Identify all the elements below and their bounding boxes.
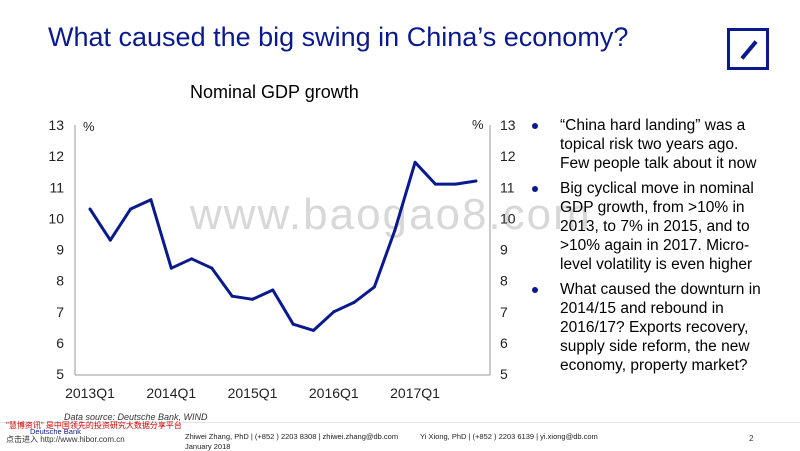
bullet-list: “China hard landing” was a topical risk … (532, 116, 768, 381)
y-tick-left: 9 (56, 242, 64, 258)
y-tick-left: 8 (56, 273, 64, 289)
y-tick-right: 7 (500, 304, 508, 320)
data-point (129, 207, 133, 211)
data-point (190, 257, 194, 261)
data-point (332, 310, 336, 314)
footer-author-2: Yi Xiong, PhD | (+852 ) 2203 6139 | yi.x… (420, 432, 598, 441)
y-tick-right: 9 (500, 242, 508, 258)
slide-title: What caused the big swing in China’s eco… (48, 22, 629, 52)
data-point (149, 198, 153, 202)
data-source: Data source: Deutsche Bank, WIND (64, 412, 208, 422)
y-tick-left: 5 (56, 366, 64, 382)
bullet-icon (532, 287, 538, 293)
y-tick-right: 13 (500, 117, 516, 133)
y-unit-left: % (83, 119, 95, 134)
bullet-icon (532, 186, 538, 192)
data-point (433, 182, 437, 186)
data-point (271, 288, 275, 292)
y-tick-left: 6 (56, 335, 64, 351)
data-point (230, 294, 234, 298)
y-tick-left: 11 (49, 179, 64, 195)
bullet-icon (532, 123, 538, 129)
bullet-text: “China hard landing” was a topical risk … (560, 117, 757, 172)
hibor-note: "慧博资讯" 是中国领先的投资研究大数据分享平台 (6, 421, 182, 430)
data-point (291, 322, 295, 326)
y-tick-left: 10 (48, 210, 64, 226)
data-point (108, 238, 112, 242)
bullet-item: What caused the downturn in 2014/15 and … (532, 280, 768, 375)
y-tick-right: 5 (500, 366, 508, 382)
watermark: www.baogao8.com (190, 190, 592, 239)
y-tick-left: 13 (48, 117, 64, 133)
x-tick: 2013Q1 (65, 385, 115, 401)
chart-title: Nominal GDP growth (190, 82, 359, 102)
deutsche-bank-logo (727, 28, 769, 70)
bullet-item: Big cyclical move in nominal GDP growth,… (532, 179, 768, 274)
data-point (372, 285, 376, 289)
data-point (311, 328, 315, 332)
page-number: 2 (749, 434, 754, 443)
data-point (454, 182, 458, 186)
y-unit-right: % (472, 117, 484, 132)
x-tick: 2017Q1 (390, 385, 440, 401)
y-tick-right: 11 (500, 179, 515, 195)
x-tick: 2014Q1 (146, 385, 196, 401)
data-point (210, 266, 214, 270)
y-tick-right: 10 (500, 210, 516, 226)
bullet-text: Big cyclical move in nominal GDP growth,… (560, 180, 754, 273)
bullet-text: What caused the downturn in 2014/15 and … (560, 281, 761, 374)
y-tick-right: 12 (500, 148, 516, 164)
footer-divider (0, 422, 800, 423)
bullet-item: “China hard landing” was a topical risk … (532, 116, 768, 173)
y-tick-left: 12 (48, 148, 64, 164)
x-tick: 2016Q1 (309, 385, 359, 401)
y-tick-left: 7 (56, 304, 64, 320)
data-point (88, 207, 92, 211)
footer-date: January 2018 (185, 442, 231, 451)
x-tick: 2015Q1 (228, 385, 278, 401)
data-point (393, 229, 397, 233)
footer-author-1: Zhiwei Zhang, PhD | (+852 ) 2203 8308 | … (185, 432, 399, 441)
data-point (474, 179, 478, 183)
y-tick-right: 8 (500, 273, 508, 289)
data-point (251, 297, 255, 301)
series-line (88, 160, 477, 332)
y-tick-right: 6 (500, 335, 508, 351)
hibor-link[interactable]: 点击进入 http://www.hibor.com.cn (6, 435, 125, 444)
footer-brand: Deutsche Bank (30, 427, 81, 436)
data-point (413, 160, 417, 164)
data-point (352, 300, 356, 304)
data-point (169, 266, 173, 270)
